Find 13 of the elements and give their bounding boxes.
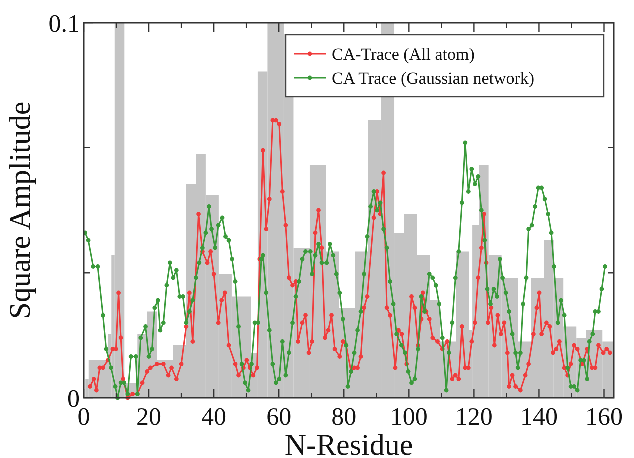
x-tick-label: 160 [585, 404, 623, 431]
x-axis-title: N-Residue [284, 429, 414, 458]
x-tick-label: 80 [332, 404, 357, 431]
legend-label: CA Trace (Gaussian network) [332, 69, 535, 88]
x-tick-label: 120 [455, 404, 493, 431]
x-tick-label: 40 [202, 404, 227, 431]
legend-label: CA-Trace (All atom) [332, 45, 475, 64]
x-tick-label: 20 [136, 404, 162, 431]
y-axis-title: Square Amplitude [4, 102, 37, 320]
x-tick-label: 140 [520, 404, 558, 431]
x-tick-label: 100 [390, 404, 428, 431]
x-tick-label: 60 [266, 404, 292, 431]
y-tick-label: 0.1 [48, 11, 80, 38]
